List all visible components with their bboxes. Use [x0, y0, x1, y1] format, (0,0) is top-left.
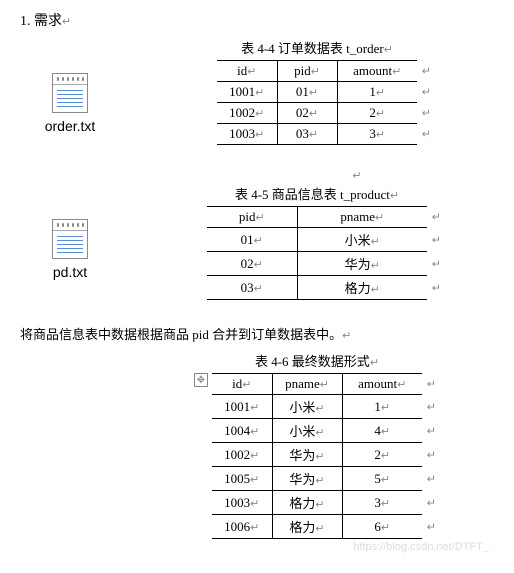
- table-cell: 华为↵: [272, 467, 342, 491]
- table-cell: 1006↵: [212, 515, 272, 539]
- return-mark: ↵: [62, 16, 71, 28]
- table-cell: 02↵: [207, 252, 297, 276]
- table-col-product: 表 4-5 商品信息表 t_product↵ pid↵pname↵↵01↵小米↵…: [120, 184, 494, 304]
- table-cell: 1001↵: [217, 82, 277, 103]
- text-file-icon: [52, 219, 88, 259]
- table-final: id↵pname↵amount↵↵1001↵小米↵1↵↵1004↵小米↵4↵↵1…: [212, 373, 422, 539]
- table-cell: 格力↵↵: [297, 276, 427, 300]
- table-caption-product: 表 4-5 商品信息表 t_product↵: [140, 184, 494, 203]
- table-cell: 格力↵: [272, 491, 342, 515]
- table-cell: 小米↵: [272, 395, 342, 419]
- table-cell: 03↵: [277, 124, 337, 145]
- table-cell: 2↵↵: [337, 103, 417, 124]
- table-cell: 华为↵↵: [297, 252, 427, 276]
- table-cell: 1003↵: [212, 491, 272, 515]
- text-file-icon: [52, 73, 88, 113]
- table-cell: 4↵↵: [342, 419, 422, 443]
- table-cell: 01↵: [207, 228, 297, 252]
- table-row: 1001↵01↵1↵↵: [217, 82, 417, 103]
- table-row: 1006↵格力↵6↵↵: [212, 515, 422, 539]
- table-cell: 1004↵: [212, 419, 272, 443]
- table-cell: 1001↵: [212, 395, 272, 419]
- file-label-order: order.txt: [45, 118, 96, 134]
- table-row: 02↵华为↵↵: [207, 252, 427, 276]
- table-header: pid↵: [277, 61, 337, 82]
- table-row: 1003↵格力↵3↵↵: [212, 491, 422, 515]
- section-order: order.txt 表 4-4 订单数据表 t_order↵ id↵pid↵am…: [20, 38, 494, 149]
- table-cell: 3↵↵: [342, 491, 422, 515]
- table-move-handle-icon: ✥: [194, 373, 208, 387]
- table-row: 1005↵华为↵5↵↵: [212, 467, 422, 491]
- table-header: pid↵: [207, 207, 297, 228]
- table-product: pid↵pname↵↵01↵小米↵↵02↵华为↵↵03↵格力↵↵: [207, 206, 427, 300]
- description: 将商品信息表中数据根据商品 pid 合并到订单数据表中。↵: [20, 324, 494, 343]
- heading-number: 1.: [20, 14, 31, 29]
- section-product: pd.txt 表 4-5 商品信息表 t_product↵ pid↵pname↵…: [20, 184, 494, 304]
- table-cell: 小米↵↵: [297, 228, 427, 252]
- table-header: id↵: [217, 61, 277, 82]
- table-header: amount↵↵: [342, 374, 422, 395]
- table-header: id↵: [212, 374, 272, 395]
- table-header: amount↵↵: [337, 61, 417, 82]
- table-cell: 1003↵: [217, 124, 277, 145]
- table-row: 1004↵小米↵4↵↵: [212, 419, 422, 443]
- paragraph-mark: ↵: [20, 169, 494, 182]
- table-cell: 6↵↵: [342, 515, 422, 539]
- table-cell: 02↵: [277, 103, 337, 124]
- section-final: 表 4-6 最终数据形式↵ ✥ id↵pname↵amount↵↵1001↵小米…: [20, 351, 494, 543]
- table-cell: 华为↵: [272, 443, 342, 467]
- table-row: 01↵小米↵↵: [207, 228, 427, 252]
- table-cell: 5↵↵: [342, 467, 422, 491]
- file-col-order: order.txt: [20, 38, 120, 134]
- table-cell: 小米↵: [272, 419, 342, 443]
- table-row: 03↵格力↵↵: [207, 276, 427, 300]
- table-cell: 格力↵: [272, 515, 342, 539]
- heading: 1. 需求↵: [20, 10, 494, 30]
- table-col-final: 表 4-6 最终数据形式↵ ✥ id↵pname↵amount↵↵1001↵小米…: [20, 351, 494, 543]
- table-row: 1002↵02↵2↵↵: [217, 103, 417, 124]
- table-order: id↵pid↵amount↵↵1001↵01↵1↵↵1002↵02↵2↵↵100…: [217, 60, 417, 145]
- table-cell: 1002↵: [212, 443, 272, 467]
- table-header: pname↵: [272, 374, 342, 395]
- table-cell: 03↵: [207, 276, 297, 300]
- table-caption-order: 表 4-4 订单数据表 t_order↵: [140, 38, 494, 57]
- heading-text: 需求: [34, 14, 62, 29]
- table-cell: 3↵↵: [337, 124, 417, 145]
- table-cell: 1↵↵: [342, 395, 422, 419]
- table-cell: 1↵↵: [337, 82, 417, 103]
- file-col-pd: pd.txt: [20, 184, 120, 280]
- table-row: 1001↵小米↵1↵↵: [212, 395, 422, 419]
- table-caption-final: 表 4-6 最终数据形式↵: [140, 351, 494, 370]
- table-cell: 01↵: [277, 82, 337, 103]
- file-label-pd: pd.txt: [53, 264, 87, 280]
- table-cell: 1005↵: [212, 467, 272, 491]
- table-header: pname↵↵: [297, 207, 427, 228]
- table-cell: 2↵↵: [342, 443, 422, 467]
- table-row: 1003↵03↵3↵↵: [217, 124, 417, 145]
- table-cell: 1002↵: [217, 103, 277, 124]
- table-col-order: 表 4-4 订单数据表 t_order↵ id↵pid↵amount↵↵1001…: [120, 38, 494, 149]
- table-row: 1002↵华为↵2↵↵: [212, 443, 422, 467]
